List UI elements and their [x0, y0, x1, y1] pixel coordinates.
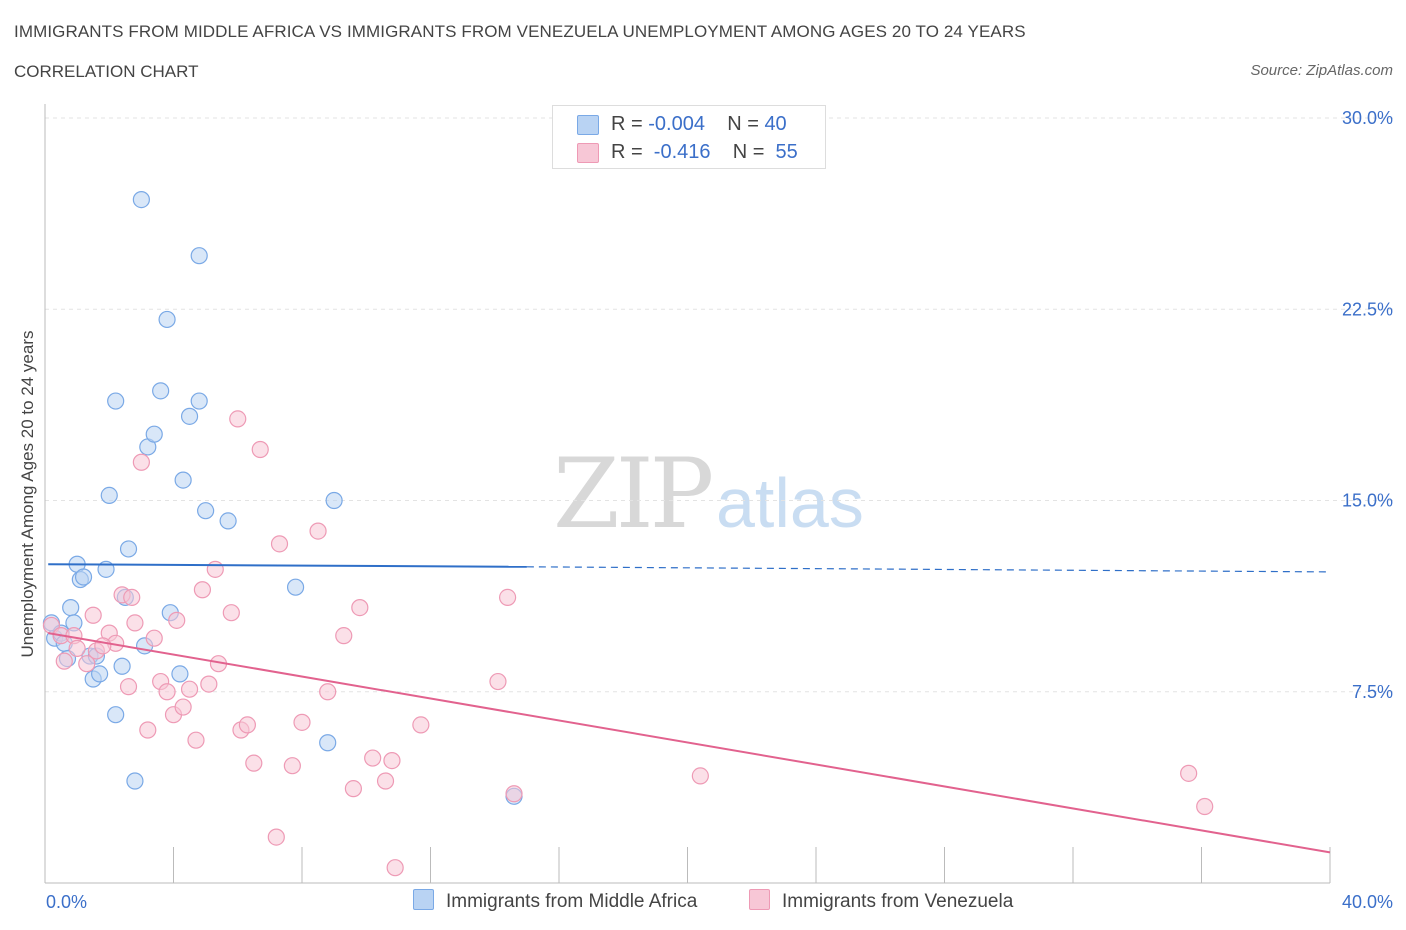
legend-label-venezuela: Immigrants from Venezuela: [782, 891, 1014, 912]
point-middle-africa: [190, 247, 208, 265]
point-middle-africa: [113, 657, 131, 675]
point-venezuela: [158, 683, 176, 701]
stats-legend: R = -0.004 N = 40 R = -0.416 N = 55: [552, 105, 826, 169]
point-venezuela: [1196, 797, 1214, 816]
point-venezuela: [84, 606, 102, 624]
point-venezuela: [187, 731, 205, 749]
point-middle-africa: [190, 392, 208, 410]
point-venezuela: [344, 780, 362, 798]
point-venezuela: [293, 713, 311, 731]
point-venezuela: [222, 604, 240, 622]
legend-stats-middle-africa: R = -0.004 N = 40: [611, 113, 787, 135]
point-middle-africa: [145, 425, 163, 443]
point-venezuela: [126, 614, 144, 632]
point-middle-africa: [107, 392, 125, 410]
point-venezuela: [68, 639, 86, 658]
watermark-zip: ZIP: [553, 438, 712, 550]
n-value-venezuela: 55: [775, 141, 798, 163]
point-middle-africa: [286, 578, 305, 596]
point-middle-africa: [171, 665, 189, 683]
legend-swatch-venezuela: [577, 143, 599, 163]
point-venezuela: [335, 627, 353, 645]
legend-stats-venezuela: R = -0.416 N = 55: [611, 141, 798, 163]
point-venezuela: [229, 410, 247, 428]
y-tick-label: 30.0%: [1342, 108, 1393, 128]
point-middle-africa: [158, 310, 176, 329]
point-middle-africa: [100, 486, 118, 504]
y-tick-label: 22.5%: [1342, 299, 1393, 319]
legend-label-middle-africa: Immigrants from Middle Africa: [446, 891, 698, 912]
n-value-middle-africa: 40: [764, 113, 787, 135]
chart-subtitle: CORRELATION CHART: [14, 62, 199, 81]
point-middle-africa: [107, 706, 125, 724]
point-venezuela: [499, 588, 517, 607]
point-venezuela: [383, 751, 401, 770]
point-venezuela: [94, 637, 112, 655]
point-venezuela: [364, 749, 382, 767]
point-venezuela: [309, 522, 327, 540]
point-venezuela: [412, 716, 430, 734]
r-value-middle-africa: -0.004: [648, 113, 705, 135]
point-venezuela: [1180, 764, 1198, 782]
point-venezuela: [78, 655, 96, 673]
point-venezuela: [139, 721, 157, 739]
point-middle-africa: [132, 191, 150, 209]
point-venezuela: [238, 716, 256, 734]
point-middle-africa: [74, 568, 93, 586]
point-middle-africa: [325, 491, 343, 510]
y-tick-label: 7.5%: [1352, 682, 1393, 702]
point-middle-africa: [319, 734, 337, 752]
chart-source: Source: ZipAtlas.com: [1250, 62, 1393, 79]
point-venezuela: [267, 828, 285, 846]
point-middle-africa: [219, 512, 237, 530]
point-middle-africa: [119, 540, 138, 558]
point-venezuela: [691, 767, 709, 785]
point-venezuela: [193, 581, 212, 599]
point-venezuela: [505, 785, 523, 803]
point-middle-africa: [180, 407, 199, 425]
trendline-middle-africa: [48, 563, 527, 568]
point-venezuela: [489, 672, 507, 691]
legend-item-venezuela: Immigrants from Venezuela: [749, 889, 1013, 913]
point-venezuela: [180, 680, 199, 698]
point-venezuela: [270, 535, 289, 553]
legend-swatch-middle-africa: [577, 115, 599, 135]
point-venezuela: [283, 757, 301, 775]
point-venezuela: [251, 440, 269, 459]
trendline-venezuela: [48, 632, 1331, 854]
chart-title: IMMIGRANTS FROM MIDDLE AFRICA VS IMMIGRA…: [14, 22, 1026, 41]
point-venezuela: [200, 675, 218, 693]
point-venezuela: [168, 611, 186, 629]
point-venezuela: [206, 560, 224, 578]
r-value-venezuela: -0.416: [653, 141, 711, 163]
point-middle-africa: [126, 772, 144, 790]
point-venezuela: [386, 859, 404, 877]
point-venezuela: [123, 588, 141, 607]
point-venezuela: [351, 598, 369, 617]
x-tick-label-max: 40.0%: [1342, 892, 1393, 912]
trendline-middle-africa-extension: [526, 566, 1331, 573]
point-middle-africa: [174, 471, 192, 489]
point-middle-africa: [62, 598, 80, 617]
x-tick-label-min: 0.0%: [46, 892, 87, 912]
watermark-atlas: atlas: [716, 464, 864, 542]
legend-swatch-middle-africa-bottom: [413, 889, 434, 910]
point-middle-africa: [152, 382, 170, 400]
point-venezuela: [319, 683, 337, 701]
point-venezuela: [145, 629, 163, 647]
point-venezuela: [376, 772, 395, 790]
point-venezuela: [245, 754, 263, 772]
y-tick-label: 15.0%: [1342, 491, 1393, 511]
point-venezuela: [119, 678, 138, 696]
point-middle-africa: [197, 502, 215, 520]
legend-swatch-venezuela-bottom: [749, 889, 770, 910]
point-middle-africa: [91, 665, 109, 683]
legend-item-middle-africa: Immigrants from Middle Africa: [413, 889, 697, 913]
point-venezuela: [132, 453, 150, 471]
point-venezuela: [55, 652, 73, 670]
point-venezuela: [174, 698, 192, 716]
